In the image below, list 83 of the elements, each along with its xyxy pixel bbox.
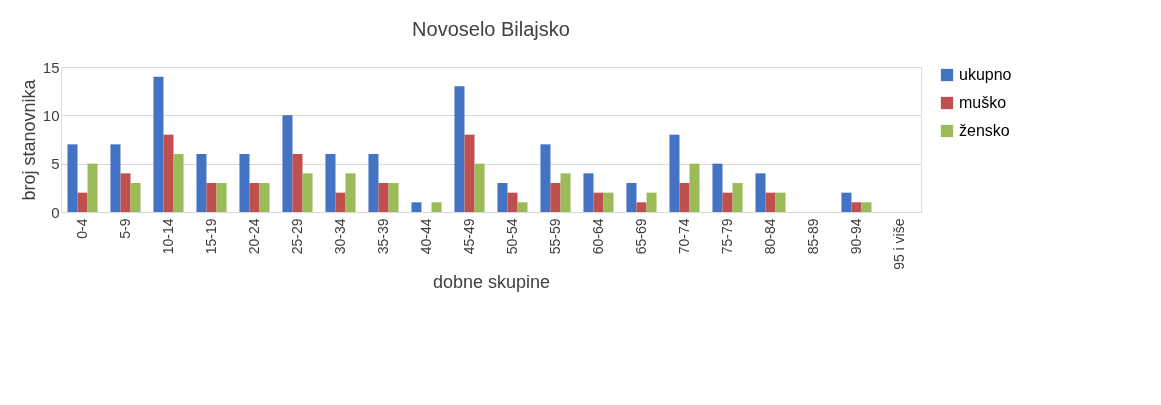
legend-label: ukupno: [959, 66, 1012, 83]
bar: [497, 183, 508, 212]
x-tick-label: 55-59: [546, 218, 563, 255]
bar: [173, 154, 184, 212]
bar: [259, 183, 270, 212]
bar: [689, 163, 700, 212]
bar: [335, 192, 346, 212]
bar: [861, 202, 872, 212]
bar: [368, 154, 379, 212]
bar: [206, 183, 217, 212]
bar: [732, 183, 743, 212]
bar: [464, 134, 475, 212]
bar: [646, 192, 657, 212]
bar: [669, 134, 680, 212]
bar: [841, 192, 852, 212]
x-tick-label: 10-14: [159, 218, 176, 255]
bar: [679, 183, 690, 212]
bar: [560, 173, 571, 212]
bar: [765, 192, 776, 212]
bar: [77, 192, 88, 212]
bar: [583, 173, 594, 212]
bar: [540, 144, 551, 212]
x-tick-label: 35-39: [374, 218, 391, 255]
bar: [292, 154, 303, 212]
bar: [507, 192, 518, 212]
x-tick-label: 90-94: [847, 218, 864, 255]
bar: [282, 115, 293, 212]
x-tick-label: 50-54: [503, 218, 520, 255]
y-axis-title: broj stanovnika: [18, 78, 39, 201]
bar: [345, 173, 356, 212]
bar: [722, 192, 733, 212]
bar: [603, 192, 614, 212]
y-tick-label: 15: [42, 58, 60, 76]
y-tick-label: 0: [51, 203, 60, 221]
x-tick-label: 80-84: [761, 218, 778, 255]
bar: [626, 183, 637, 212]
legend-label: muško: [959, 94, 1007, 111]
x-tick-label: 15-19: [202, 218, 219, 255]
bar: [431, 202, 442, 212]
bar: [153, 76, 164, 212]
bar: [302, 173, 313, 212]
bar: [249, 183, 260, 212]
x-tick-label: 20-24: [245, 218, 262, 255]
bar: [130, 183, 141, 212]
bar: [775, 192, 786, 212]
bar: [325, 154, 336, 212]
bar: [163, 134, 174, 212]
x-tick-label: 70-74: [675, 218, 692, 255]
bar: [110, 144, 121, 212]
chart-title: Novoselo Bilajsko: [412, 18, 570, 40]
bar: [593, 192, 604, 212]
bar: [239, 154, 250, 212]
x-tick-label: 75-79: [718, 218, 735, 255]
x-tick-label: 5-9: [116, 218, 133, 239]
y-tick-label: 5: [51, 155, 60, 173]
bar: [550, 183, 561, 212]
bar: [636, 202, 647, 212]
bar: [216, 183, 227, 212]
bar: [87, 163, 98, 212]
x-tick-label: 65-69: [632, 218, 649, 255]
x-tick-label: 40-44: [417, 218, 434, 255]
x-tick-label: 95 i više: [890, 218, 907, 270]
x-tick-label: 25-29: [288, 218, 305, 255]
bar: [378, 183, 389, 212]
bar: [755, 173, 766, 212]
bar: [67, 144, 78, 212]
x-tick-label: 45-49: [460, 218, 477, 255]
y-tick-label: 10: [42, 106, 60, 124]
x-tick-label: 30-34: [331, 218, 348, 255]
legend-label: žensko: [959, 122, 1010, 139]
x-tick-label: 60-64: [589, 218, 606, 255]
x-axis-title: dobne skupine: [432, 271, 551, 292]
x-tick-label: 0-4: [73, 218, 90, 239]
bar: [388, 183, 399, 212]
bar: [712, 163, 723, 212]
bar: [454, 86, 465, 212]
bar: [851, 202, 862, 212]
bar: [411, 202, 422, 212]
bar: [196, 154, 207, 212]
x-tick-label: 85-89: [804, 218, 821, 255]
bar: [517, 202, 528, 212]
bar: [474, 163, 485, 212]
bar: [120, 173, 131, 212]
